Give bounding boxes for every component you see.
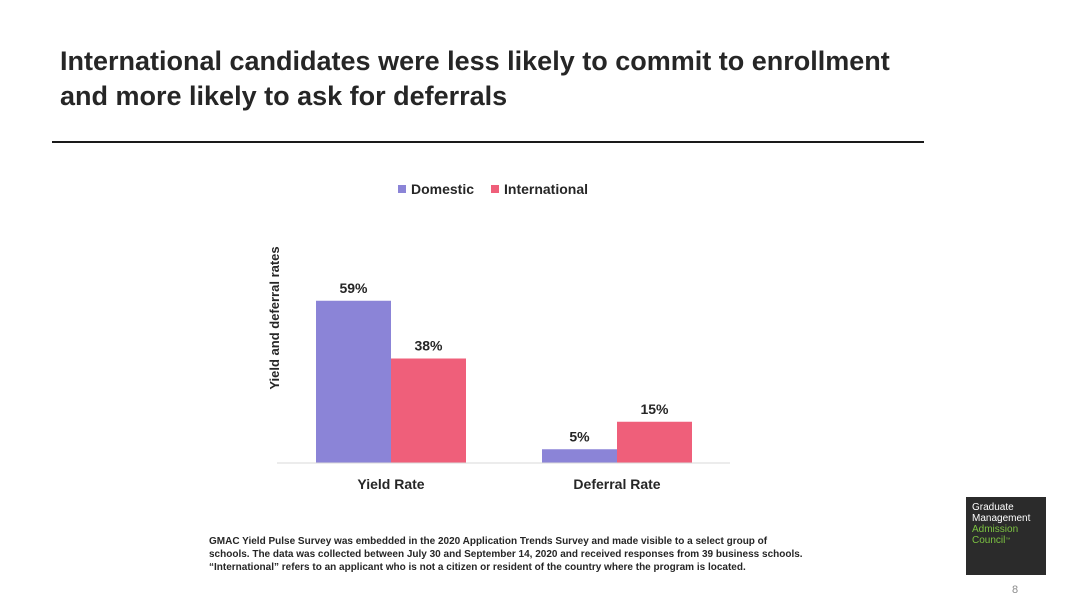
logo-line-graduate: Graduate (972, 502, 1014, 513)
footnote-line-3: “International” refers to an applicant w… (209, 562, 746, 573)
y-axis-title: Yield and deferral rates (267, 246, 282, 389)
bar-domestic-yield-rate (316, 300, 391, 463)
category-label-deferral-rate: Deferral Rate (573, 476, 660, 492)
data-label-international-yield-rate: 38% (414, 338, 443, 354)
slide-title: International candidates were less likel… (60, 46, 890, 111)
logo-council-word: Council (972, 535, 1006, 546)
legend-swatch-international (491, 185, 499, 193)
bar-international-yield-rate (391, 358, 466, 463)
page-number: 8 (1012, 584, 1019, 596)
logo-line-council: Council™ (972, 535, 1046, 546)
data-label-international-deferral-rate: 15% (640, 401, 669, 417)
bars-layer: 59% 38% 5% 15% (316, 280, 692, 463)
data-label-domestic-yield-rate: 59% (339, 280, 368, 296)
chart-legend: Domestic International (398, 181, 588, 197)
survey-footnote: GMAC Yield Pulse Survey was embedded in … (209, 535, 849, 574)
category-label-yield-rate: Yield Rate (357, 476, 424, 492)
logo-trademark: ™ (1005, 537, 1011, 543)
data-label-domestic-deferral-rate: 5% (569, 428, 590, 444)
footnote-line-1: GMAC Yield Pulse Survey was embedded in … (209, 536, 768, 547)
legend-swatch-domestic (398, 185, 406, 193)
footnote-line-2: schools. The data was collected between … (209, 549, 803, 560)
legend-label-international: International (504, 181, 588, 197)
logo-line-management: Management (972, 513, 1031, 524)
bar-international-deferral-rate (617, 421, 692, 463)
bar-domestic-deferral-rate (542, 449, 617, 463)
gmac-logo: Graduate Management Admission Council™ (966, 497, 1046, 575)
logo-line-admission: Admission (972, 524, 1019, 535)
title-divider (52, 141, 924, 143)
legend-label-domestic: Domestic (411, 181, 474, 197)
